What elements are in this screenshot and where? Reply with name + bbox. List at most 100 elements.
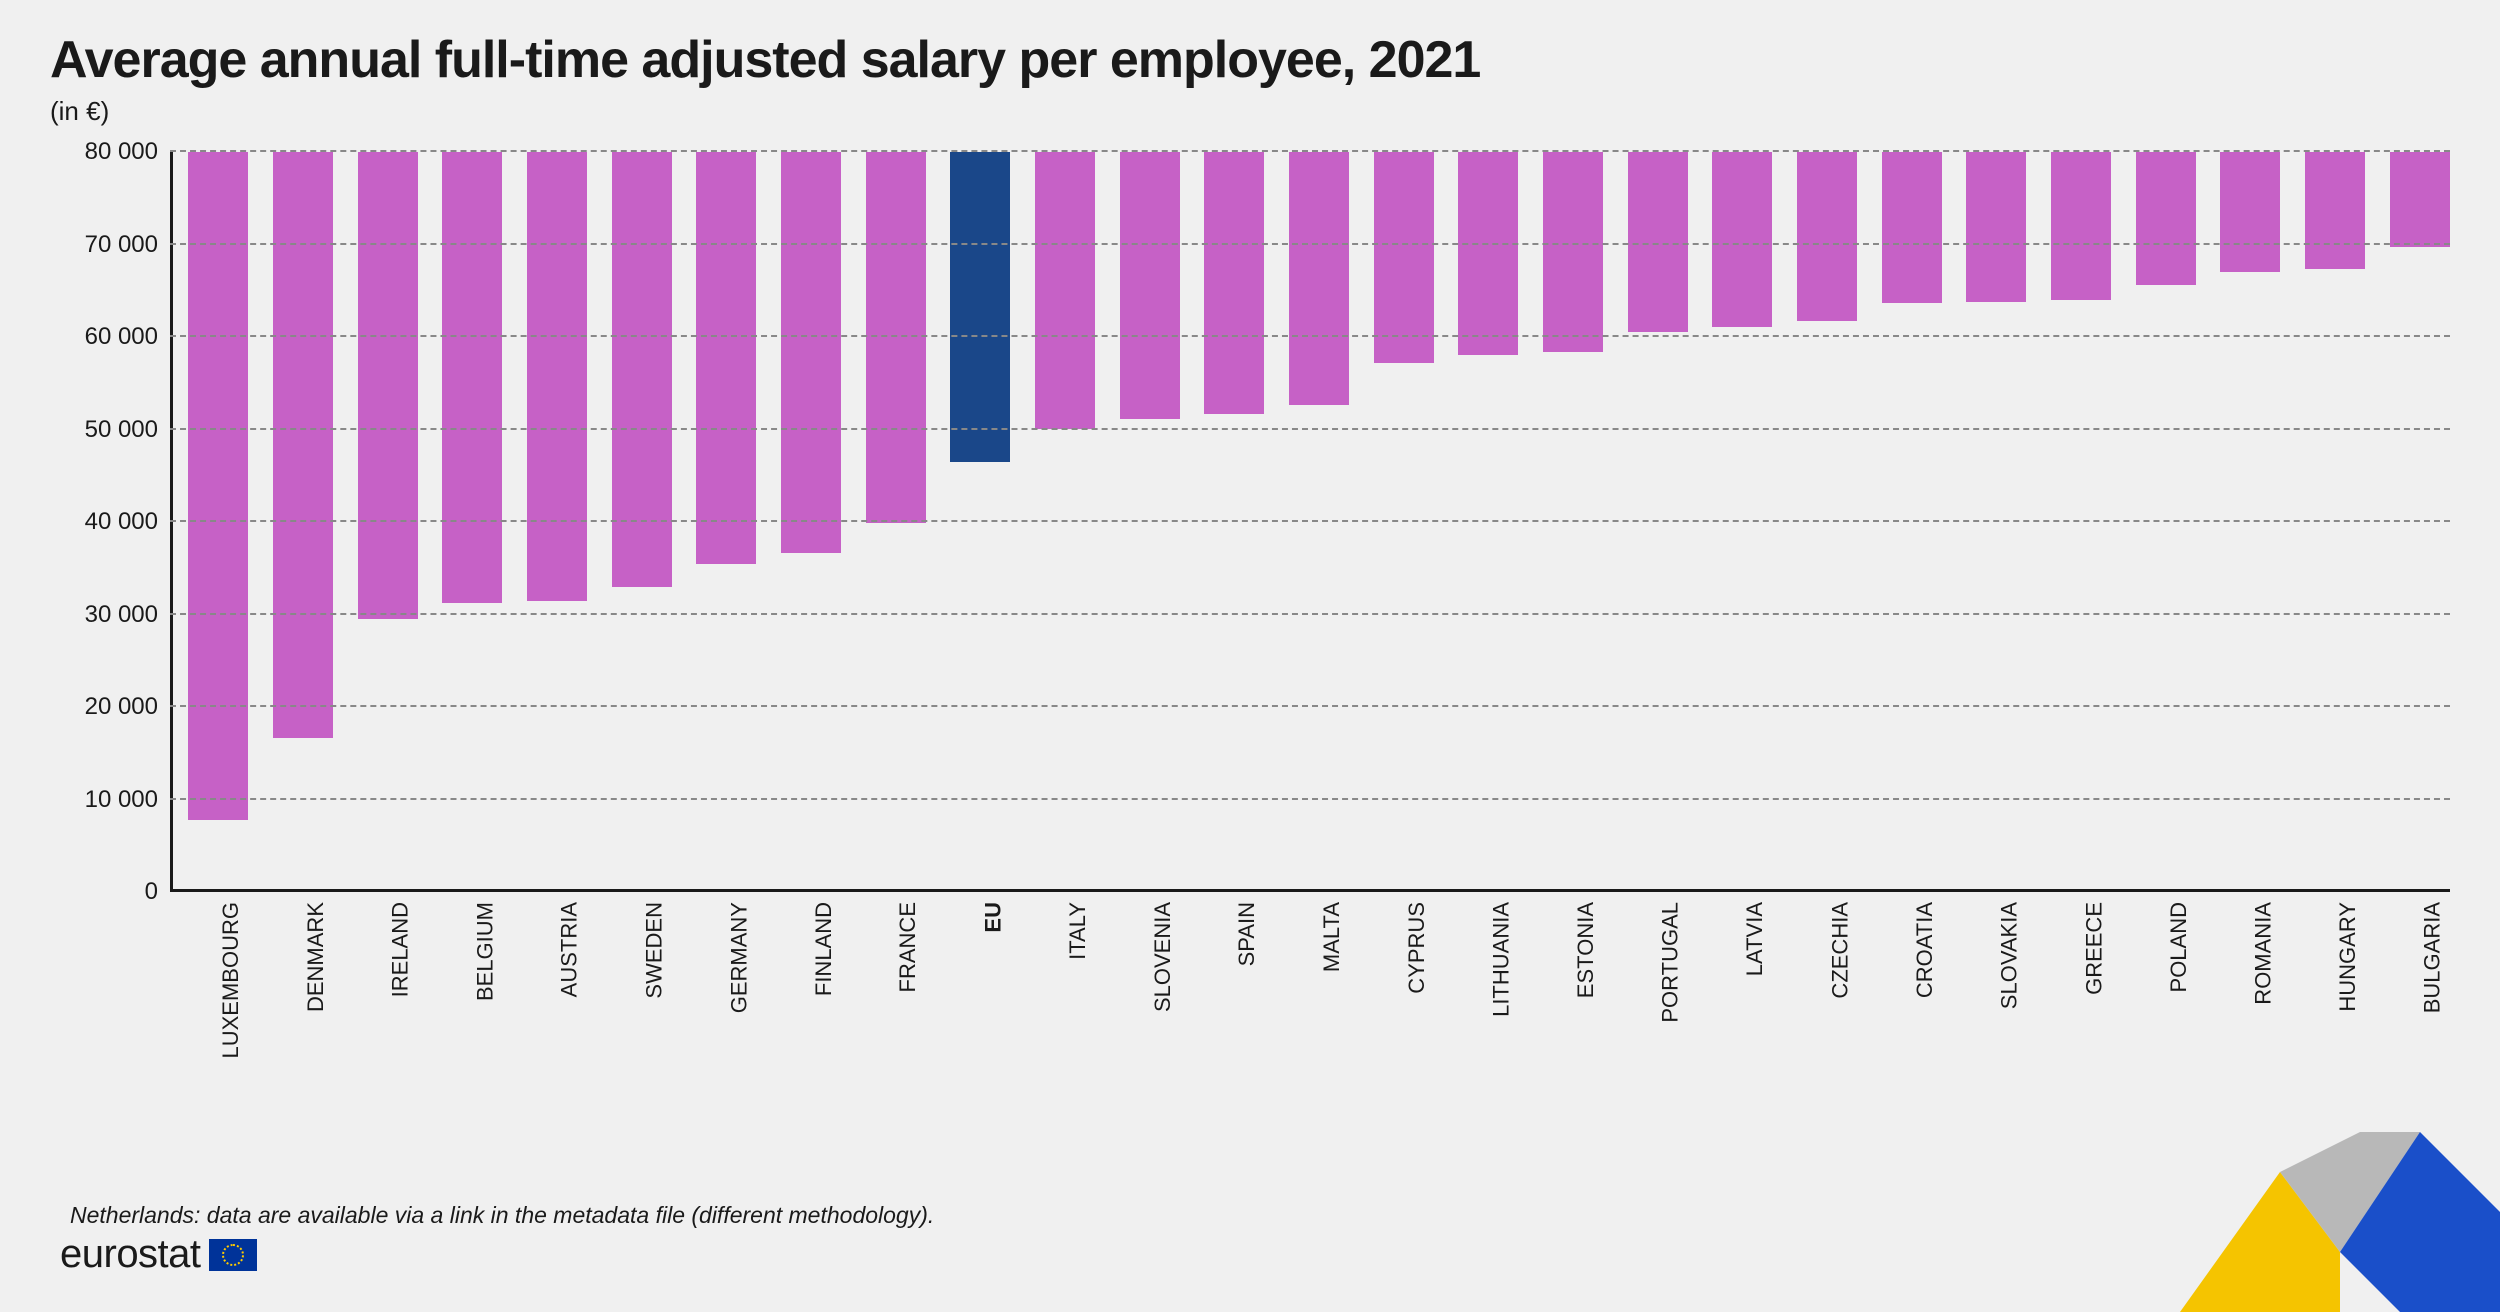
- x-tick-label: DENMARK: [303, 902, 329, 1012]
- bar: [2051, 152, 2111, 300]
- bar: [1797, 152, 1857, 321]
- bar-lithuania: LITHUANIA: [1458, 152, 1519, 892]
- x-tick-label: GERMANY: [726, 902, 752, 1013]
- x-tick-label: FINLAND: [811, 902, 837, 996]
- bar: [866, 152, 926, 523]
- x-tick-label: SPAIN: [1234, 902, 1260, 966]
- y-tick-label: 10 000: [85, 786, 158, 814]
- x-tick-label: AUSTRIA: [557, 902, 583, 997]
- eurostat-logo: eurostat: [60, 1232, 257, 1277]
- x-tick-label: HUNGARY: [2335, 902, 2361, 1012]
- grid-line: [170, 705, 2450, 707]
- bar-malta: MALTA: [1289, 152, 1350, 892]
- bar-spain: SPAIN: [1204, 152, 1265, 892]
- chart-title: Average annual full-time adjusted salary…: [50, 30, 2450, 90]
- bar: [442, 152, 502, 603]
- bar-czechia: CZECHIA: [1797, 152, 1858, 892]
- bar: [781, 152, 841, 553]
- grid-line: [170, 243, 2450, 245]
- x-tick-label: SLOVENIA: [1150, 902, 1176, 1012]
- bar: [2136, 152, 2196, 285]
- x-tick-label: SWEDEN: [642, 902, 668, 999]
- bar: [358, 152, 418, 619]
- y-tick-label: 50 000: [85, 416, 158, 444]
- x-tick-label: EU: [980, 902, 1006, 933]
- bar-sweden: SWEDEN: [611, 152, 672, 892]
- bar: [1712, 152, 1772, 327]
- grid-line: [170, 520, 2450, 522]
- grid-line: [170, 335, 2450, 337]
- bar-finland: FINLAND: [781, 152, 842, 892]
- chart-container: Average annual full-time adjusted salary…: [0, 0, 2500, 1312]
- bar-hungary: HUNGARY: [2305, 152, 2366, 892]
- bar: [1120, 152, 1180, 419]
- bar-slovenia: SLOVENIA: [1119, 152, 1180, 892]
- y-tick-label: 70 000: [85, 231, 158, 259]
- bar: [2220, 152, 2280, 272]
- bar-slovakia: SLOVAKIA: [1966, 152, 2027, 892]
- bar-eu: EU: [950, 152, 1011, 892]
- bar-greece: GREECE: [2051, 152, 2112, 892]
- bar-portugal: PORTUGAL: [1627, 152, 1688, 892]
- grid-line: [170, 428, 2450, 430]
- bar: [1289, 152, 1349, 405]
- bar-austria: AUSTRIA: [527, 152, 588, 892]
- bar-luxembourg: LUXEMBOURG: [188, 152, 249, 892]
- bar: [1966, 152, 2026, 302]
- bar-italy: ITALY: [1035, 152, 1096, 892]
- x-tick-label: CZECHIA: [1827, 902, 1853, 999]
- y-tick-label: 40 000: [85, 508, 158, 536]
- bar-germany: GERMANY: [696, 152, 757, 892]
- chart-footnote: Netherlands: data are available via a li…: [70, 1202, 2450, 1229]
- x-tick-label: ITALY: [1065, 902, 1091, 960]
- x-tick-label: ROMANIA: [2250, 902, 2276, 1005]
- bar-belgium: BELGIUM: [442, 152, 503, 892]
- y-tick-label: 30 000: [85, 601, 158, 629]
- bar: [2305, 152, 2365, 269]
- bar: [2390, 152, 2450, 247]
- y-tick-label: 20 000: [85, 693, 158, 721]
- x-tick-label: SLOVAKIA: [1996, 902, 2022, 1009]
- x-tick-label: MALTA: [1319, 902, 1345, 972]
- y-tick-label: 0: [145, 878, 158, 906]
- bar: [188, 152, 248, 820]
- grid-line: [170, 150, 2450, 152]
- bar-latvia: LATVIA: [1712, 152, 1773, 892]
- bar: [273, 152, 333, 738]
- bar-croatia: CROATIA: [1881, 152, 1942, 892]
- x-tick-label: ESTONIA: [1573, 902, 1599, 998]
- bar: [696, 152, 756, 564]
- grid-line: [170, 613, 2450, 615]
- grid-line: [170, 798, 2450, 800]
- bar-ireland: IRELAND: [357, 152, 418, 892]
- x-tick-label: GREECE: [2081, 902, 2107, 995]
- bar-poland: POLAND: [2135, 152, 2196, 892]
- logo-text: eurostat: [60, 1232, 201, 1277]
- bar: [1882, 152, 1942, 303]
- bar: [1458, 152, 1518, 355]
- bar-romania: ROMANIA: [2220, 152, 2281, 892]
- chart-subtitle: (in €): [50, 96, 2450, 127]
- bars-group: LUXEMBOURG DENMARK IRELAND BELGIUM AUSTRIA SW…: [170, 152, 2450, 892]
- x-tick-label: IRELAND: [388, 902, 414, 997]
- chart-area: LUXEMBOURG DENMARK IRELAND BELGIUM AUSTRIA SW…: [70, 152, 2450, 1032]
- bar: [1035, 152, 1095, 429]
- x-tick-label: LATVIA: [1742, 902, 1768, 976]
- x-tick-label: FRANCE: [896, 902, 922, 992]
- bar: [527, 152, 587, 601]
- chart-plot: LUXEMBOURG DENMARK IRELAND BELGIUM AUSTRIA SW…: [170, 152, 2450, 892]
- x-tick-label: LUXEMBOURG: [218, 902, 244, 1058]
- bar: [1374, 152, 1434, 363]
- x-tick-label: BELGIUM: [472, 902, 498, 1001]
- x-tick-label: BULGARIA: [2420, 902, 2446, 1013]
- x-tick-label: PORTUGAL: [1658, 902, 1684, 1023]
- bar-estonia: ESTONIA: [1543, 152, 1604, 892]
- x-tick-label: CROATIA: [1912, 902, 1938, 998]
- corner-decoration: [2140, 1092, 2500, 1312]
- bar-france: FRANCE: [865, 152, 926, 892]
- bar: [950, 152, 1010, 462]
- eu-flag-icon: [209, 1239, 257, 1271]
- x-tick-label: CYPRUS: [1404, 902, 1430, 994]
- bar-denmark: DENMARK: [273, 152, 334, 892]
- bar-bulgaria: BULGARIA: [2389, 152, 2450, 892]
